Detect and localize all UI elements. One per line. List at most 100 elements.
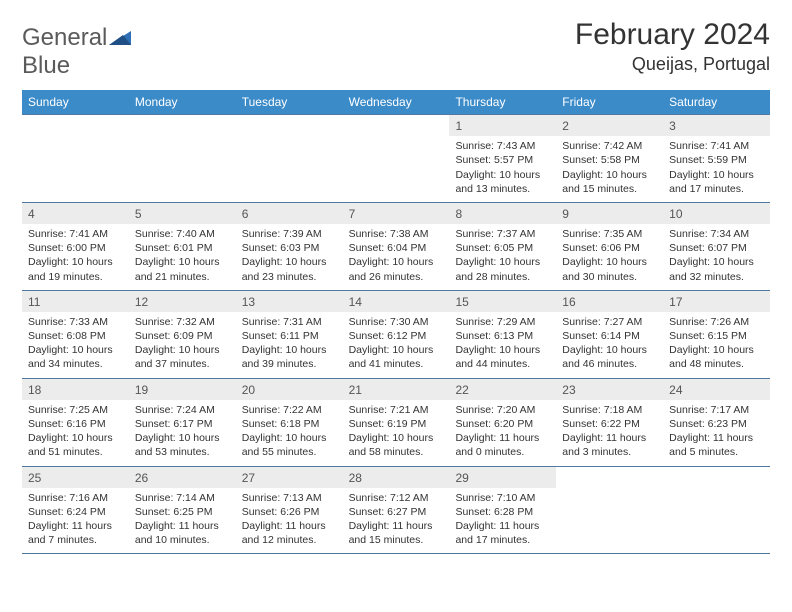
day-cell: 7Sunrise: 7:38 AMSunset: 6:04 PMDaylight… <box>343 203 450 290</box>
day-content: Sunrise: 7:13 AMSunset: 6:26 PMDaylight:… <box>236 488 343 554</box>
sunset-text: Sunset: 6:24 PM <box>28 505 123 519</box>
day-cell <box>663 467 770 554</box>
daylight-text: Daylight: 10 hours and 48 minutes. <box>669 343 764 371</box>
logo-word2: Blue <box>22 52 70 79</box>
day-content: Sunrise: 7:10 AMSunset: 6:28 PMDaylight:… <box>449 488 556 554</box>
daylight-text: Daylight: 11 hours and 0 minutes. <box>455 431 550 459</box>
sunrise-text: Sunrise: 7:13 AM <box>242 491 337 505</box>
daylight-text: Daylight: 11 hours and 15 minutes. <box>349 519 444 547</box>
day-number: 8 <box>449 203 556 224</box>
day-number: 1 <box>449 115 556 136</box>
day-number: 12 <box>129 291 236 312</box>
day-cell: 14Sunrise: 7:30 AMSunset: 6:12 PMDayligh… <box>343 291 450 378</box>
sunset-text: Sunset: 5:59 PM <box>669 153 764 167</box>
sunrise-text: Sunrise: 7:29 AM <box>455 315 550 329</box>
daylight-text: Daylight: 10 hours and 30 minutes. <box>562 255 657 283</box>
day-cell <box>22 115 129 202</box>
sunset-text: Sunset: 6:17 PM <box>135 417 230 431</box>
sunrise-text: Sunrise: 7:20 AM <box>455 403 550 417</box>
sunset-text: Sunset: 6:13 PM <box>455 329 550 343</box>
day-number: 18 <box>22 379 129 400</box>
daylight-text: Daylight: 10 hours and 17 minutes. <box>669 168 764 196</box>
sunset-text: Sunset: 6:20 PM <box>455 417 550 431</box>
day-cell: 23Sunrise: 7:18 AMSunset: 6:22 PMDayligh… <box>556 379 663 466</box>
day-content: Sunrise: 7:34 AMSunset: 6:07 PMDaylight:… <box>663 224 770 290</box>
day-cell: 24Sunrise: 7:17 AMSunset: 6:23 PMDayligh… <box>663 379 770 466</box>
month-title: February 2024 <box>575 18 770 52</box>
day-cell: 11Sunrise: 7:33 AMSunset: 6:08 PMDayligh… <box>22 291 129 378</box>
day-cell: 17Sunrise: 7:26 AMSunset: 6:15 PMDayligh… <box>663 291 770 378</box>
day-cell: 5Sunrise: 7:40 AMSunset: 6:01 PMDaylight… <box>129 203 236 290</box>
daylight-text: Daylight: 10 hours and 58 minutes. <box>349 431 444 459</box>
sunset-text: Sunset: 6:08 PM <box>28 329 123 343</box>
day-content: Sunrise: 7:16 AMSunset: 6:24 PMDaylight:… <box>22 488 129 554</box>
sunset-text: Sunset: 6:12 PM <box>349 329 444 343</box>
sunrise-text: Sunrise: 7:40 AM <box>135 227 230 241</box>
day-content: Sunrise: 7:41 AMSunset: 6:00 PMDaylight:… <box>22 224 129 290</box>
sunset-text: Sunset: 6:19 PM <box>349 417 444 431</box>
day-cell: 19Sunrise: 7:24 AMSunset: 6:17 PMDayligh… <box>129 379 236 466</box>
day-cell: 27Sunrise: 7:13 AMSunset: 6:26 PMDayligh… <box>236 467 343 554</box>
daylight-text: Daylight: 10 hours and 41 minutes. <box>349 343 444 371</box>
sunrise-text: Sunrise: 7:16 AM <box>28 491 123 505</box>
logo: General Blue <box>22 24 131 80</box>
day-number: 24 <box>663 379 770 400</box>
day-content: Sunrise: 7:37 AMSunset: 6:05 PMDaylight:… <box>449 224 556 290</box>
daylight-text: Daylight: 10 hours and 28 minutes. <box>455 255 550 283</box>
day-cell: 13Sunrise: 7:31 AMSunset: 6:11 PMDayligh… <box>236 291 343 378</box>
day-content: Sunrise: 7:20 AMSunset: 6:20 PMDaylight:… <box>449 400 556 466</box>
daylight-text: Daylight: 11 hours and 12 minutes. <box>242 519 337 547</box>
day-number: 9 <box>556 203 663 224</box>
week-row: 1Sunrise: 7:43 AMSunset: 5:57 PMDaylight… <box>22 114 770 202</box>
sunrise-text: Sunrise: 7:14 AM <box>135 491 230 505</box>
day-cell <box>556 467 663 554</box>
day-content: Sunrise: 7:22 AMSunset: 6:18 PMDaylight:… <box>236 400 343 466</box>
daylight-text: Daylight: 11 hours and 3 minutes. <box>562 431 657 459</box>
sunrise-text: Sunrise: 7:17 AM <box>669 403 764 417</box>
weekday-header: Saturday <box>663 90 770 114</box>
day-content: Sunrise: 7:30 AMSunset: 6:12 PMDaylight:… <box>343 312 450 378</box>
day-number: 13 <box>236 291 343 312</box>
day-content: Sunrise: 7:33 AMSunset: 6:08 PMDaylight:… <box>22 312 129 378</box>
day-number: 17 <box>663 291 770 312</box>
day-content: Sunrise: 7:39 AMSunset: 6:03 PMDaylight:… <box>236 224 343 290</box>
title-block: February 2024 Queijas, Portugal <box>575 18 770 75</box>
weekday-header: Thursday <box>449 90 556 114</box>
day-content: Sunrise: 7:26 AMSunset: 6:15 PMDaylight:… <box>663 312 770 378</box>
weekday-header: Tuesday <box>236 90 343 114</box>
sunrise-text: Sunrise: 7:43 AM <box>455 139 550 153</box>
day-content: Sunrise: 7:12 AMSunset: 6:27 PMDaylight:… <box>343 488 450 554</box>
weekday-header-row: SundayMondayTuesdayWednesdayThursdayFrid… <box>22 90 770 114</box>
daylight-text: Daylight: 10 hours and 53 minutes. <box>135 431 230 459</box>
logo-text: General Blue <box>22 24 131 80</box>
day-number: 20 <box>236 379 343 400</box>
daylight-text: Daylight: 10 hours and 34 minutes. <box>28 343 123 371</box>
day-cell: 3Sunrise: 7:41 AMSunset: 5:59 PMDaylight… <box>663 115 770 202</box>
day-number: 28 <box>343 467 450 488</box>
sunrise-text: Sunrise: 7:38 AM <box>349 227 444 241</box>
sunrise-text: Sunrise: 7:21 AM <box>349 403 444 417</box>
sunset-text: Sunset: 6:07 PM <box>669 241 764 255</box>
day-cell: 29Sunrise: 7:10 AMSunset: 6:28 PMDayligh… <box>449 467 556 554</box>
day-number: 21 <box>343 379 450 400</box>
weekday-header: Friday <box>556 90 663 114</box>
day-number: 6 <box>236 203 343 224</box>
daylight-text: Daylight: 11 hours and 10 minutes. <box>135 519 230 547</box>
logo-triangle-icon <box>109 31 131 50</box>
daylight-text: Daylight: 10 hours and 21 minutes. <box>135 255 230 283</box>
sunrise-text: Sunrise: 7:39 AM <box>242 227 337 241</box>
day-cell: 16Sunrise: 7:27 AMSunset: 6:14 PMDayligh… <box>556 291 663 378</box>
day-number: 16 <box>556 291 663 312</box>
day-number: 4 <box>22 203 129 224</box>
day-content: Sunrise: 7:29 AMSunset: 6:13 PMDaylight:… <box>449 312 556 378</box>
daylight-text: Daylight: 10 hours and 32 minutes. <box>669 255 764 283</box>
day-cell: 8Sunrise: 7:37 AMSunset: 6:05 PMDaylight… <box>449 203 556 290</box>
weekday-header: Sunday <box>22 90 129 114</box>
day-cell: 18Sunrise: 7:25 AMSunset: 6:16 PMDayligh… <box>22 379 129 466</box>
day-number: 15 <box>449 291 556 312</box>
location: Queijas, Portugal <box>575 54 770 75</box>
weeks-container: 1Sunrise: 7:43 AMSunset: 5:57 PMDaylight… <box>22 114 770 554</box>
day-content: Sunrise: 7:32 AMSunset: 6:09 PMDaylight:… <box>129 312 236 378</box>
daylight-text: Daylight: 10 hours and 13 minutes. <box>455 168 550 196</box>
sunrise-text: Sunrise: 7:32 AM <box>135 315 230 329</box>
